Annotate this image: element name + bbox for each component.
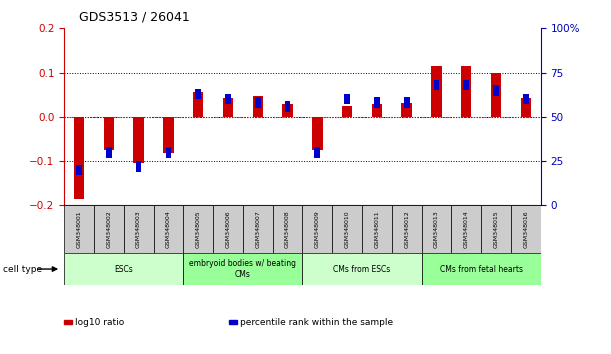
Bar (255, 97, 261, 108)
Bar (431, 66, 442, 117)
FancyBboxPatch shape (481, 205, 511, 253)
Bar (196, 88, 201, 99)
Bar (315, 147, 320, 158)
Bar (225, 94, 231, 104)
Text: GSM348013: GSM348013 (434, 210, 439, 248)
Text: GDS3513 / 26041: GDS3513 / 26041 (79, 10, 190, 23)
Text: cell type: cell type (3, 264, 42, 274)
Bar (493, 85, 499, 96)
FancyBboxPatch shape (273, 205, 302, 253)
Bar (312, 117, 323, 150)
Bar (133, 117, 144, 163)
Text: GSM348008: GSM348008 (285, 210, 290, 248)
Bar (285, 101, 290, 112)
FancyBboxPatch shape (422, 253, 541, 285)
Text: GSM348010: GSM348010 (345, 210, 349, 248)
Text: GSM348014: GSM348014 (464, 210, 469, 248)
Bar (344, 94, 350, 104)
FancyBboxPatch shape (183, 205, 213, 253)
Bar (463, 80, 469, 90)
Text: GSM348016: GSM348016 (524, 210, 529, 248)
Text: percentile rank within the sample: percentile rank within the sample (240, 318, 393, 327)
Bar (104, 117, 114, 150)
FancyBboxPatch shape (94, 205, 123, 253)
Text: GSM348009: GSM348009 (315, 210, 320, 248)
FancyBboxPatch shape (64, 205, 94, 253)
FancyBboxPatch shape (153, 205, 183, 253)
Bar (342, 106, 353, 117)
FancyBboxPatch shape (213, 205, 243, 253)
Text: log10 ratio: log10 ratio (75, 318, 125, 327)
Bar (136, 161, 142, 172)
Bar (404, 97, 409, 108)
FancyBboxPatch shape (302, 253, 422, 285)
Text: GSM348007: GSM348007 (255, 210, 260, 248)
Text: GSM348006: GSM348006 (225, 210, 230, 248)
Text: GSM348003: GSM348003 (136, 210, 141, 248)
FancyBboxPatch shape (123, 205, 153, 253)
Bar (374, 97, 380, 108)
Bar (434, 80, 439, 90)
FancyBboxPatch shape (511, 205, 541, 253)
Bar (193, 92, 203, 117)
Bar (371, 104, 382, 117)
Text: CMs from ESCs: CMs from ESCs (334, 264, 390, 274)
Text: embryoid bodies w/ beating
CMs: embryoid bodies w/ beating CMs (189, 259, 296, 279)
Bar (282, 104, 293, 117)
Text: GSM348002: GSM348002 (106, 210, 111, 248)
Text: GSM348015: GSM348015 (494, 210, 499, 248)
Text: GSM348011: GSM348011 (375, 210, 379, 248)
Bar (252, 96, 263, 117)
Bar (401, 103, 412, 117)
Text: ESCs: ESCs (114, 264, 133, 274)
FancyBboxPatch shape (392, 205, 422, 253)
Text: GSM348005: GSM348005 (196, 210, 200, 248)
Bar (521, 98, 531, 117)
Bar (163, 117, 174, 153)
Text: GSM348001: GSM348001 (76, 210, 81, 248)
FancyBboxPatch shape (362, 205, 392, 253)
Bar (461, 66, 472, 117)
Text: GSM348004: GSM348004 (166, 210, 171, 248)
Bar (223, 98, 233, 117)
Bar (491, 73, 501, 117)
Bar (76, 165, 82, 175)
FancyBboxPatch shape (64, 253, 183, 285)
FancyBboxPatch shape (422, 205, 452, 253)
FancyBboxPatch shape (243, 205, 273, 253)
Bar (74, 117, 84, 199)
Text: CMs from fetal hearts: CMs from fetal hearts (440, 264, 522, 274)
Bar (523, 94, 529, 104)
Bar (166, 147, 171, 158)
Text: GSM348012: GSM348012 (404, 210, 409, 248)
FancyBboxPatch shape (332, 205, 362, 253)
FancyBboxPatch shape (452, 205, 481, 253)
FancyBboxPatch shape (302, 205, 332, 253)
FancyBboxPatch shape (183, 253, 302, 285)
Bar (106, 147, 112, 158)
